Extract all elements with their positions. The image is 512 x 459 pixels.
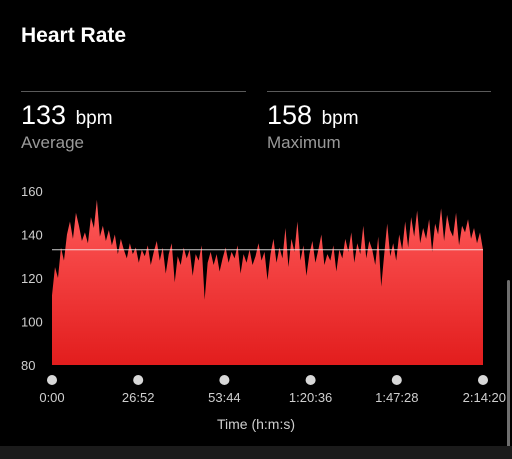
page-title: Heart Rate xyxy=(21,24,127,47)
x-tick-label: 53:44 xyxy=(208,390,241,405)
y-tick-label: 160 xyxy=(21,184,43,199)
y-tick-label: 140 xyxy=(21,228,43,243)
scrollbar[interactable] xyxy=(507,280,510,452)
y-axis: 160 140 120 100 80 xyxy=(21,184,43,373)
average-label: Average xyxy=(21,133,85,152)
x-tick-marker xyxy=(391,375,402,385)
bottom-bar xyxy=(0,446,512,459)
x-axis-label: Time (h:m:s) xyxy=(216,416,296,432)
x-tick-marker xyxy=(478,375,488,385)
y-tick-label: 100 xyxy=(21,315,43,330)
maximum-label: Maximum xyxy=(267,133,341,152)
divider-left xyxy=(21,91,246,92)
heart-rate-area xyxy=(52,199,483,365)
maximum-stat: 158 bpm xyxy=(267,100,359,131)
x-tick-label: 26:52 xyxy=(122,390,155,405)
y-tick-label: 80 xyxy=(21,358,35,373)
x-axis: 0:00 26:52 53:44 1:20:36 1:47:28 2:14:20 xyxy=(39,375,506,405)
x-tick-marker xyxy=(133,375,144,385)
x-tick-label: 2:14:20 xyxy=(463,390,506,405)
maximum-value: 158 xyxy=(267,100,313,130)
x-tick-label: 1:47:28 xyxy=(375,390,418,405)
average-value: 133 xyxy=(21,100,67,130)
y-tick-label: 120 xyxy=(21,271,43,286)
x-tick-label: 0:00 xyxy=(39,390,64,405)
x-tick-label: 1:20:36 xyxy=(289,390,332,405)
average-unit: bpm xyxy=(75,108,113,129)
x-tick-marker xyxy=(305,375,316,385)
x-tick-marker xyxy=(219,375,230,385)
average-stat: 133 bpm xyxy=(21,100,113,131)
maximum-unit: bpm xyxy=(321,108,359,129)
divider-right xyxy=(267,91,491,92)
x-tick-marker xyxy=(47,375,57,385)
heart-rate-chart[interactable]: 160 140 120 100 80 0:00 26:52 53:44 1:20:36 1:47… xyxy=(0,175,512,410)
